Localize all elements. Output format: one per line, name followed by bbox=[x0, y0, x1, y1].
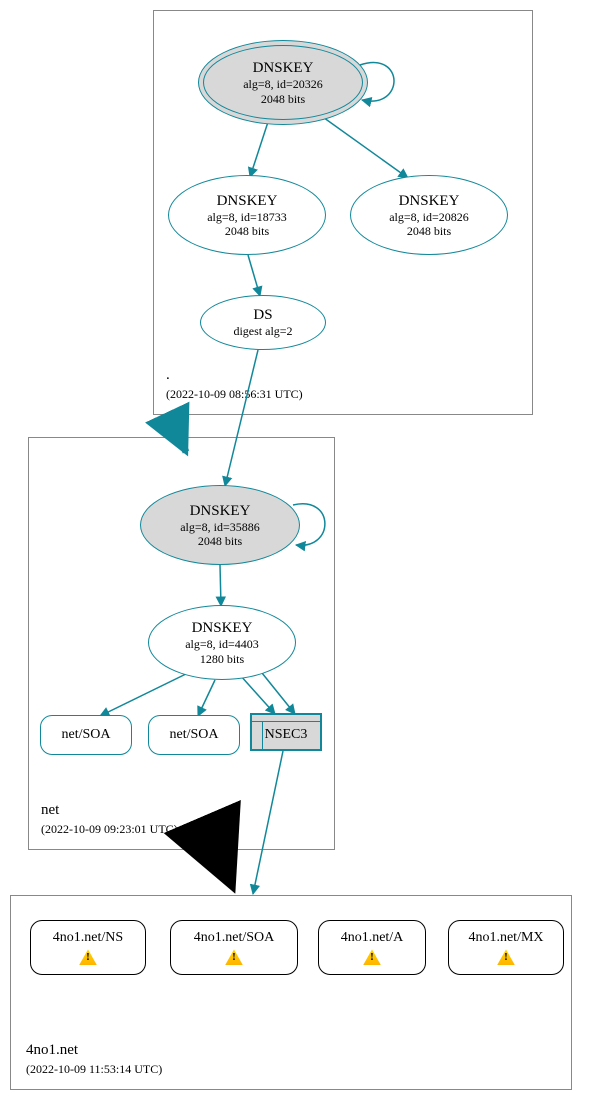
node-title: DS bbox=[253, 306, 272, 324]
zone-root-timestamp: (2022-10-09 08:56:31 UTC) bbox=[166, 387, 303, 402]
node-net-ksk: DNSKEY alg=8, id=35886 2048 bits bbox=[140, 485, 300, 565]
node-domain-mx: 4no1.net/MX bbox=[448, 920, 564, 975]
node-sub: 2048 bits bbox=[225, 224, 269, 238]
zone-root-label: . bbox=[166, 367, 170, 384]
node-title: 4no1.net/SOA bbox=[194, 930, 275, 947]
zone-domain-timestamp: (2022-10-09 11:53:14 UTC) bbox=[26, 1062, 162, 1077]
node-sub: 2048 bits bbox=[261, 92, 305, 106]
node-sub: alg=8, id=18733 bbox=[207, 210, 287, 224]
node-root-ksk: DNSKEY alg=8, id=20326 2048 bits bbox=[198, 40, 368, 125]
node-net-soa2: net/SOA bbox=[148, 715, 240, 755]
node-title: net/SOA bbox=[170, 727, 219, 744]
node-domain-soa: 4no1.net/SOA bbox=[170, 920, 298, 975]
zone-domain-label: 4no1.net bbox=[26, 1042, 78, 1059]
warning-icon bbox=[225, 949, 243, 965]
node-title: NSEC3 bbox=[252, 727, 320, 743]
node-title: DNSKEY bbox=[192, 619, 253, 637]
node-title: DNSKEY bbox=[190, 502, 251, 520]
node-sub: alg=8, id=35886 bbox=[180, 520, 260, 534]
warning-icon bbox=[497, 949, 515, 965]
node-net-zsk: DNSKEY alg=8, id=4403 1280 bits bbox=[148, 605, 296, 680]
node-title: 4no1.net/MX bbox=[468, 930, 543, 947]
node-title: 4no1.net/A bbox=[341, 930, 404, 947]
node-net-soa1: net/SOA bbox=[40, 715, 132, 755]
zone-net-timestamp: (2022-10-09 09:23:01 UTC) bbox=[41, 822, 178, 837]
node-title: 4no1.net/NS bbox=[53, 930, 123, 947]
warning-icon bbox=[363, 949, 381, 965]
node-nsec3: NSEC3 bbox=[250, 713, 322, 751]
node-sub: alg=8, id=20826 bbox=[389, 210, 469, 224]
node-title: DNSKEY bbox=[253, 59, 314, 77]
node-root-zsk: DNSKEY alg=8, id=18733 2048 bits bbox=[168, 175, 326, 255]
node-sub: digest alg=2 bbox=[233, 324, 292, 338]
node-sub: alg=8, id=4403 bbox=[185, 637, 259, 651]
zone-net-label: net bbox=[41, 802, 59, 819]
warning-icon bbox=[79, 949, 97, 965]
node-title: DNSKEY bbox=[399, 192, 460, 210]
node-title: net/SOA bbox=[62, 727, 111, 744]
node-domain-ns: 4no1.net/NS bbox=[30, 920, 146, 975]
node-root-zsk2: DNSKEY alg=8, id=20826 2048 bits bbox=[350, 175, 508, 255]
node-ds: DS digest alg=2 bbox=[200, 295, 326, 350]
node-domain-a: 4no1.net/A bbox=[318, 920, 426, 975]
node-sub: 1280 bits bbox=[200, 652, 244, 666]
node-sub: 2048 bits bbox=[407, 224, 451, 238]
node-title: DNSKEY bbox=[217, 192, 278, 210]
node-sub: alg=8, id=20326 bbox=[243, 77, 323, 91]
node-sub: 2048 bits bbox=[198, 534, 242, 548]
